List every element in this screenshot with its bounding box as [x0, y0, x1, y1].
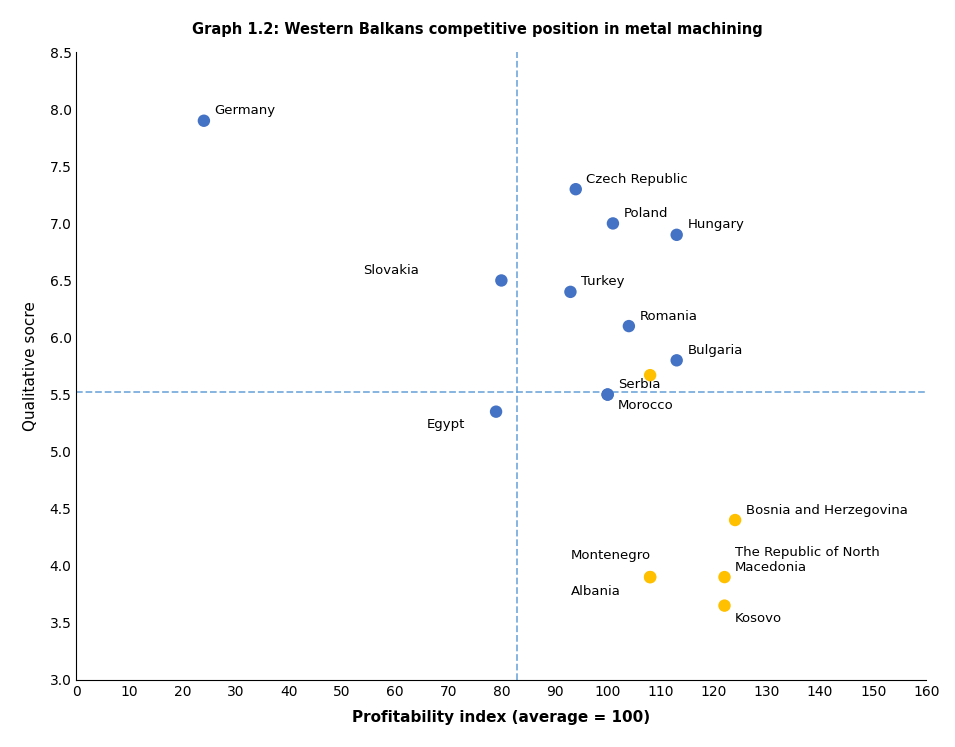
- Point: [621, 320, 636, 332]
- Point: [669, 229, 685, 241]
- Text: Turkey: Turkey: [581, 276, 625, 288]
- Text: Hungary: Hungary: [688, 218, 744, 232]
- X-axis label: Profitability index (average = 100): Profitability index (average = 100): [352, 710, 650, 725]
- Point: [717, 600, 732, 612]
- Text: Egypt: Egypt: [427, 418, 465, 431]
- Point: [600, 388, 615, 400]
- Point: [643, 369, 658, 381]
- Point: [488, 406, 503, 418]
- Point: [643, 571, 658, 583]
- Point: [600, 388, 615, 400]
- Point: [562, 286, 578, 298]
- Text: Morocco: Morocco: [618, 399, 674, 412]
- Text: Czech Republic: Czech Republic: [586, 173, 689, 186]
- Text: Germany: Germany: [215, 105, 276, 117]
- Text: Kosovo: Kosovo: [735, 612, 782, 625]
- Text: The Republic of North
Macedonia: The Republic of North Macedonia: [735, 545, 880, 574]
- Text: Serbia: Serbia: [618, 378, 661, 391]
- Point: [197, 115, 212, 127]
- Point: [728, 514, 743, 526]
- Point: [605, 217, 621, 229]
- Text: Poland: Poland: [624, 207, 668, 220]
- Point: [717, 571, 732, 583]
- Y-axis label: Qualitative socre: Qualitative socre: [24, 301, 38, 431]
- Point: [669, 354, 685, 366]
- Point: [568, 183, 584, 195]
- Text: Slovakia: Slovakia: [363, 264, 419, 277]
- Text: Romania: Romania: [640, 310, 697, 323]
- Text: Albania: Albania: [570, 585, 621, 598]
- Point: [643, 571, 658, 583]
- Text: Bosnia and Herzegovina: Bosnia and Herzegovina: [746, 503, 907, 517]
- Text: Graph 1.2: Western Balkans competitive position in metal machining: Graph 1.2: Western Balkans competitive p…: [192, 22, 763, 37]
- Text: Bulgaria: Bulgaria: [688, 344, 743, 357]
- Text: Montenegro: Montenegro: [570, 549, 650, 562]
- Point: [494, 274, 509, 286]
